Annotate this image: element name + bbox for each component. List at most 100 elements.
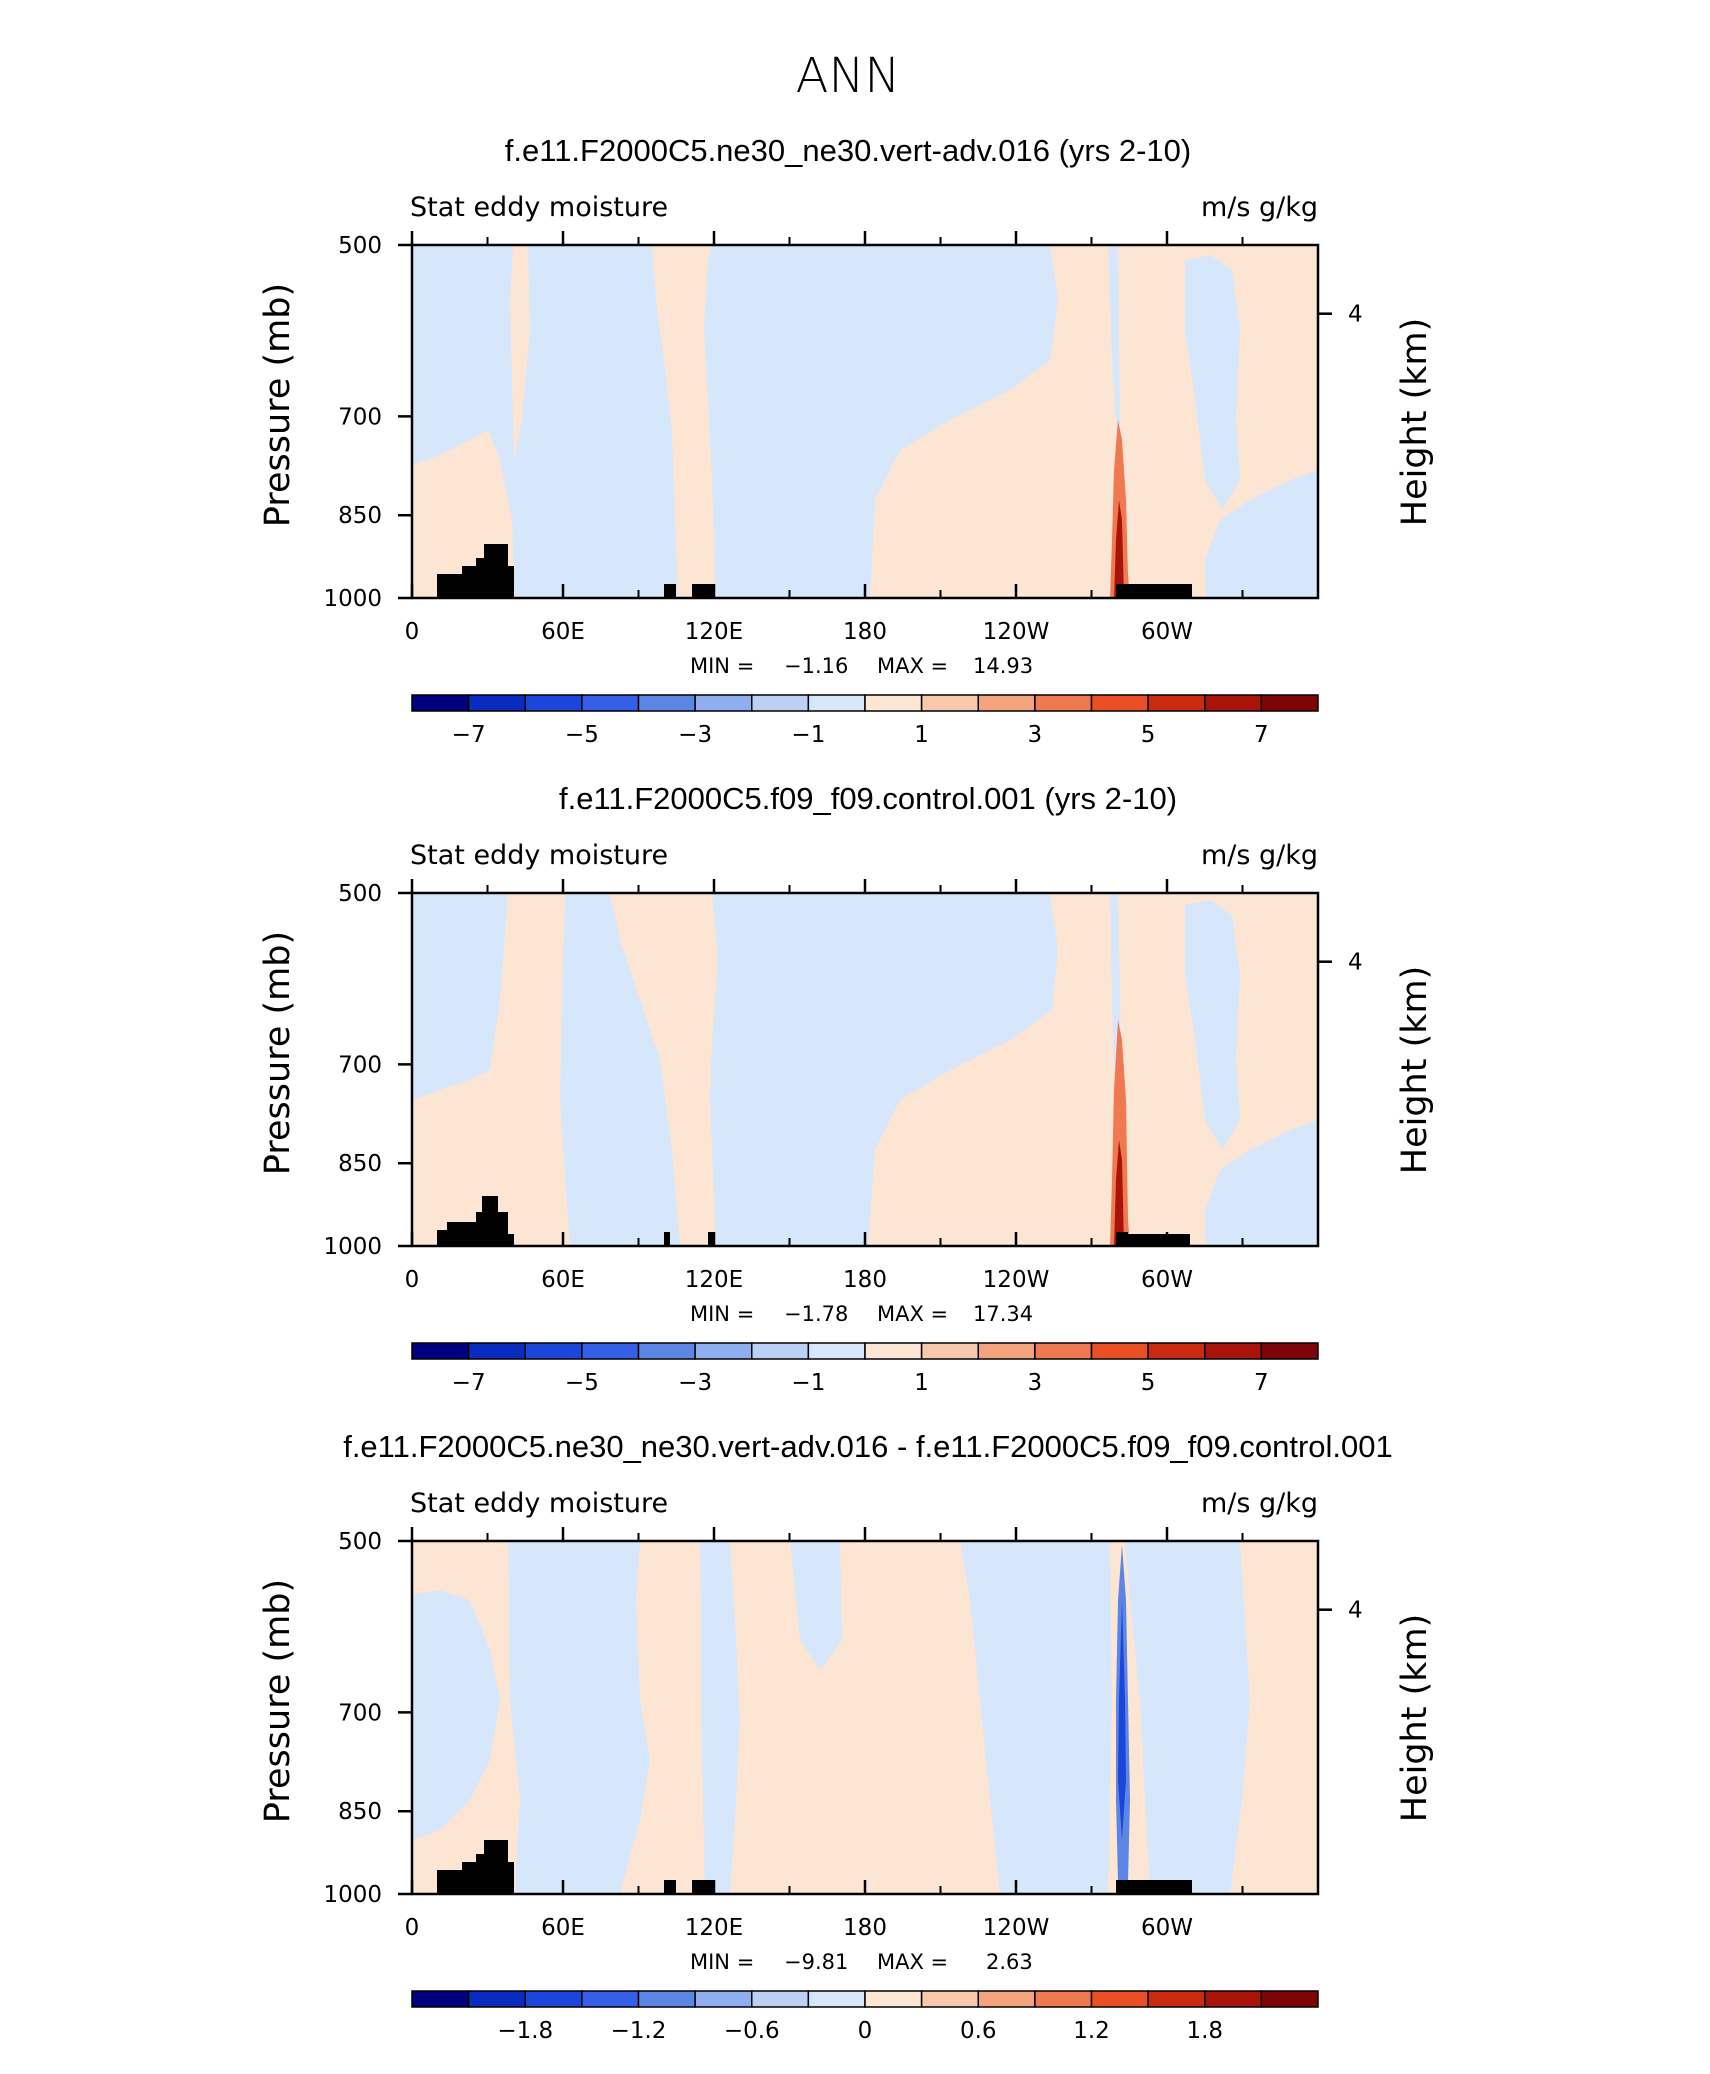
colorbar-box [864,1990,923,2008]
colorbar-label: −3 [678,722,712,748]
colorbar-box [1147,1342,1206,1360]
colorbar-label: 3 [1028,1370,1043,1396]
max-value: 14.93 [973,654,1033,678]
max-label: MAX = [877,1302,948,1326]
colorbar: −1.8 −1.2 −0.6 0 0.6 1.2 1.8 [411,1990,1319,2044]
colorbar-box [524,694,583,712]
colorbar-box [467,694,526,712]
colorbar-box [1034,694,1093,712]
colorbar-label: 3 [1028,722,1043,748]
y-axis-label: Pressure (mb) [258,1579,298,1823]
colorbar-box [581,1990,640,2008]
colorbar-box [920,694,979,712]
colorbar-box [751,1990,810,2008]
x-tick-label: 0 [405,1915,420,1941]
x-tick-label: 120E [685,1915,743,1941]
y-axis-label-right: Height (km) [1395,1614,1435,1823]
y-tick-label: 700 [338,404,382,430]
x-tick-label: 60W [1141,1267,1193,1293]
negative-field-east [1185,900,1240,1150]
positive-field-strip [510,245,530,460]
plot-area: 0 60E 120E 180 120W 60W 500 700 850 1000 4 [323,879,1363,1293]
y-tick-label: 1000 [323,586,382,612]
y-tick-label: 500 [338,881,382,907]
colorbar-box [807,694,866,712]
y-tick-label: 700 [338,1700,382,1726]
left-label: Stat eddy moisture [410,840,668,871]
max-core [1110,1020,1130,1246]
min-label: MIN = [690,654,754,678]
y-tick-label: 850 [338,1799,382,1825]
colorbar-box [1204,694,1263,712]
colorbar-box [411,1342,470,1360]
x-tick-label: 60E [541,1915,585,1941]
colorbar-box [807,1342,866,1360]
plot-area: 0 60E 120E 180 120W 60W 500 700 850 1000 4 [323,231,1363,645]
colorbar-box [1260,1990,1319,2008]
colorbar-label: −7 [452,722,486,748]
panel-title: f.e11.F2000C5.ne30_ne30.vert-adv.016 - f… [343,1429,1393,1464]
right-tick-label: 4 [1348,1598,1363,1624]
colorbar-label: 0.6 [960,2018,997,2044]
y-axis-label: Pressure (mb) [258,931,298,1175]
x-tick-label: 0 [405,1267,420,1293]
y-axis-label-right: Height (km) [1395,318,1435,527]
min-value: −9.81 [784,1950,848,1974]
x-tick-label: 180 [843,619,887,645]
min-label: MIN = [690,1302,754,1326]
x-tick-label: 120W [983,1915,1050,1941]
colorbar-label: 0 [858,2018,873,2044]
colorbar-box [807,1990,866,2008]
x-tick-label: 120W [983,619,1050,645]
x-tick-label: 120E [685,619,743,645]
colorbar-label: −1 [791,722,825,748]
colorbar-label: −3 [678,1370,712,1396]
colorbar-box [694,1342,753,1360]
x-tick-label: 120E [685,1267,743,1293]
x-tick-label: 60W [1141,619,1193,645]
colorbar-label: −1.2 [611,2018,667,2044]
colorbar-box [1147,1990,1206,2008]
x-tick-label: 0 [405,619,420,645]
min-core-inner [1118,1600,1126,1840]
panel-2: f.e11.F2000C5.ne30_ne30.vert-adv.016 - f… [258,1429,1435,2044]
y-tick-label: 850 [338,1151,382,1177]
right-tick-label: 4 [1348,950,1363,976]
colorbar-box [637,1342,696,1360]
panel-title: f.e11.F2000C5.ne30_ne30.vert-adv.016 (yr… [505,133,1191,168]
y-tick-label: 850 [338,503,382,529]
right-label: m/s g/kg [1201,192,1318,223]
colorbar-box [581,1342,640,1360]
y-axis-label: Pressure (mb) [258,283,298,527]
right-label: m/s g/kg [1201,1488,1318,1519]
colorbar-box [864,1342,923,1360]
colorbar-box [1147,694,1206,712]
topography [437,1840,1192,1894]
colorbar-label: −0.6 [724,2018,780,2044]
colorbar-box [977,1990,1036,2008]
plot-area: 0 60E 120E 180 120W 60W 500 700 850 1000 4 [323,1527,1363,1941]
y-axis-label-right: Height (km) [1395,966,1435,1175]
y-tick-label: 500 [338,1529,382,1555]
colorbar-box [977,694,1036,712]
colorbar-label: 7 [1254,722,1269,748]
colorbar-box [1204,1990,1263,2008]
colorbar-box [1090,1990,1149,2008]
colorbar-label: 5 [1141,1370,1156,1396]
right-tick-label: 4 [1348,302,1363,328]
colorbar-box [751,694,810,712]
colorbar-box [694,1990,753,2008]
colorbar-label: −7 [452,1370,486,1396]
colorbar-box [411,1990,470,2008]
x-tick-label: 180 [843,1267,887,1293]
colorbar-box [637,1990,696,2008]
colorbar-box [920,1342,979,1360]
colorbar-label: 1 [914,722,929,748]
panel-0: f.e11.F2000C5.ne30_ne30.vert-adv.016 (yr… [258,133,1435,748]
max-core-inner [1114,1140,1124,1246]
y-tick-label: 500 [338,233,382,259]
colorbar-label: −1.8 [497,2018,553,2044]
colorbar-label: 7 [1254,1370,1269,1396]
max-core-inner [1114,500,1124,598]
